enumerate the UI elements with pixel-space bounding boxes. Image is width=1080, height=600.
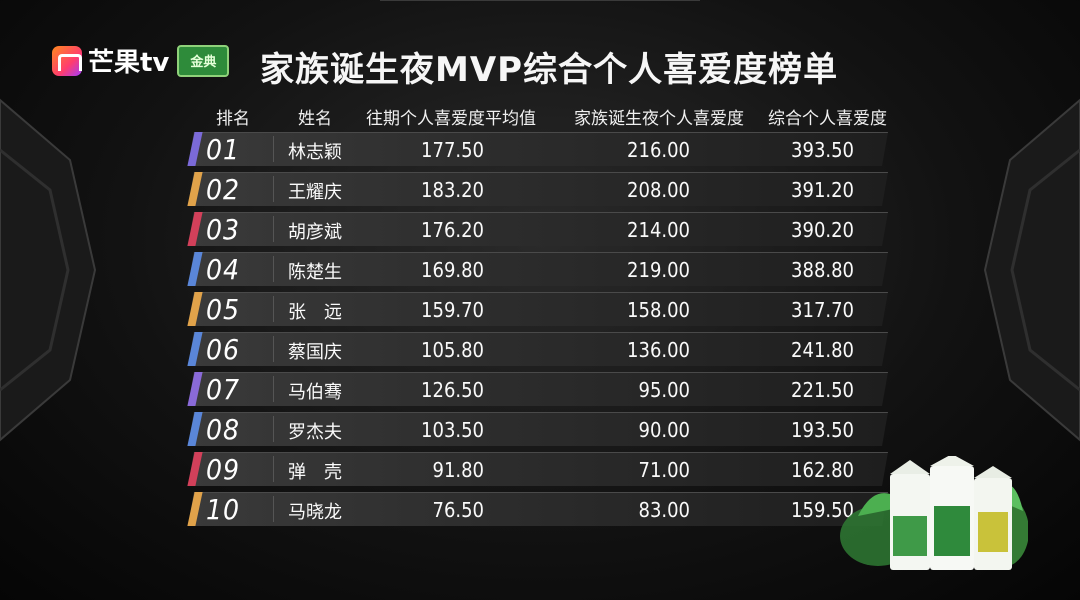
table-row: 01 林志颖 177.50 216.00 393.50 bbox=[187, 132, 888, 166]
rank-box bbox=[204, 332, 274, 366]
table-row: 02 王耀庆 183.20 208.00 391.20 bbox=[187, 172, 888, 206]
rank-box bbox=[204, 412, 274, 446]
row-background bbox=[188, 372, 888, 406]
row-background bbox=[188, 172, 888, 206]
rank-box bbox=[204, 492, 274, 526]
night-value: 136.00 bbox=[627, 338, 690, 362]
total-value: 391.20 bbox=[791, 178, 854, 202]
contestant-name: 陈楚生 bbox=[288, 262, 342, 283]
ranking-table: 01 林志颖 177.50 216.00 393.50 02 王耀庆 183.20 208.0… bbox=[187, 132, 888, 532]
total-value: 317.70 bbox=[791, 298, 854, 322]
prev-avg-value: 177.50 bbox=[421, 138, 484, 162]
logo-group: 芒果tv 金典 bbox=[52, 42, 230, 79]
rank-box bbox=[204, 252, 274, 286]
rank-number: 10 bbox=[206, 493, 241, 526]
total-value: 390.20 bbox=[791, 218, 854, 242]
prev-avg-value: 105.80 bbox=[421, 338, 484, 362]
night-value: 208.00 bbox=[627, 178, 690, 202]
prev-avg-value: 76.50 bbox=[432, 498, 485, 522]
rank-number: 04 bbox=[206, 253, 241, 286]
prev-avg-value: 91.80 bbox=[432, 458, 485, 482]
rank-box bbox=[204, 172, 274, 206]
night-value: 95.00 bbox=[638, 378, 691, 402]
prev-avg-value: 103.50 bbox=[421, 418, 484, 442]
rank-number: 02 bbox=[206, 173, 241, 206]
rank-number: 03 bbox=[206, 213, 241, 246]
total-value: 221.50 bbox=[791, 378, 854, 402]
night-value: 214.00 bbox=[627, 218, 690, 242]
total-value: 159.50 bbox=[791, 498, 854, 522]
total-value: 162.80 bbox=[791, 458, 854, 482]
header-name: 姓名 bbox=[298, 109, 332, 129]
total-value: 241.80 bbox=[791, 338, 854, 362]
night-value: 71.00 bbox=[638, 458, 691, 482]
contestant-name: 胡彦斌 bbox=[288, 222, 342, 243]
night-value: 158.00 bbox=[627, 298, 690, 322]
table-row: 03 胡彦斌 176.20 214.00 390.20 bbox=[187, 212, 888, 246]
rank-box bbox=[204, 372, 274, 406]
row-background bbox=[188, 332, 888, 366]
prev-avg-value: 183.20 bbox=[421, 178, 484, 202]
row-background bbox=[188, 132, 888, 166]
page-title: 家族诞生夜MVP综合个人喜爱度榜单 bbox=[260, 50, 839, 90]
rank-number: 08 bbox=[206, 413, 241, 446]
rank-box bbox=[204, 292, 274, 326]
contestant-name: 张 远 bbox=[288, 302, 342, 323]
contestant-name: 马伯骞 bbox=[288, 382, 342, 403]
contestant-name: 王耀庆 bbox=[288, 182, 342, 203]
table-row: 10 马晓龙 76.50 83.00 159.50 bbox=[187, 492, 888, 526]
header-prev-avg: 往期个人喜爱度平均值 bbox=[366, 109, 536, 129]
night-value: 216.00 bbox=[627, 138, 690, 162]
table-row: 06 蔡国庆 105.80 136.00 241.80 bbox=[187, 332, 888, 366]
top-divider bbox=[380, 0, 700, 7]
row-background bbox=[188, 292, 888, 326]
contestant-name: 弹 壳 bbox=[288, 462, 342, 483]
contestant-name: 马晓龙 bbox=[288, 502, 342, 523]
table-row: 08 罗杰夫 103.50 90.00 193.50 bbox=[187, 412, 888, 446]
right-decoration bbox=[983, 98, 1080, 442]
table-row: 07 马伯骞 126.50 95.00 221.50 bbox=[187, 372, 888, 406]
contestant-name: 罗杰夫 bbox=[288, 422, 342, 443]
mango-tv-logo-icon bbox=[52, 45, 82, 76]
rank-box bbox=[204, 452, 274, 486]
table-row: 05 张 远 159.70 158.00 317.70 bbox=[187, 292, 888, 326]
night-value: 219.00 bbox=[627, 258, 690, 282]
prev-avg-value: 176.20 bbox=[421, 218, 484, 242]
night-value: 83.00 bbox=[638, 498, 691, 522]
rank-number: 05 bbox=[206, 293, 241, 326]
left-decoration bbox=[0, 98, 97, 442]
total-value: 193.50 bbox=[791, 418, 854, 442]
platform-logo-text: 芒果tv bbox=[88, 48, 170, 78]
prev-avg-value: 126.50 bbox=[421, 378, 484, 402]
sponsor-logo-icon: 金典 bbox=[177, 44, 230, 77]
rank-box bbox=[204, 212, 274, 246]
table-header: 排名 姓名 往期个人喜爱度平均值 家族诞生夜个人喜爱度 综合个人喜爱度 bbox=[200, 104, 890, 130]
total-value: 393.50 bbox=[791, 138, 854, 162]
row-background bbox=[188, 492, 888, 526]
rank-number: 06 bbox=[206, 333, 241, 366]
contestant-name: 林志颖 bbox=[288, 142, 342, 163]
table-row: 04 陈楚生 169.80 219.00 388.80 bbox=[187, 252, 888, 286]
contestant-name: 蔡国庆 bbox=[288, 342, 342, 363]
row-background bbox=[188, 252, 888, 286]
row-background bbox=[188, 212, 888, 246]
total-value: 388.80 bbox=[791, 258, 854, 282]
row-background bbox=[188, 452, 888, 486]
milk-cartons-product-icon bbox=[840, 456, 1028, 570]
rank-number: 07 bbox=[206, 373, 241, 406]
rank-number: 09 bbox=[206, 453, 241, 486]
table-row: 09 弹 壳 91.80 71.00 162.80 bbox=[187, 452, 888, 486]
night-value: 90.00 bbox=[638, 418, 691, 442]
rank-number: 01 bbox=[206, 133, 241, 166]
header-total: 综合个人喜爱度 bbox=[768, 109, 887, 129]
header-night: 家族诞生夜个人喜爱度 bbox=[574, 109, 744, 129]
prev-avg-value: 169.80 bbox=[421, 258, 484, 282]
header-rank: 排名 bbox=[216, 109, 250, 129]
prev-avg-value: 159.70 bbox=[421, 298, 484, 322]
row-background bbox=[188, 412, 888, 446]
rank-box bbox=[204, 132, 274, 166]
